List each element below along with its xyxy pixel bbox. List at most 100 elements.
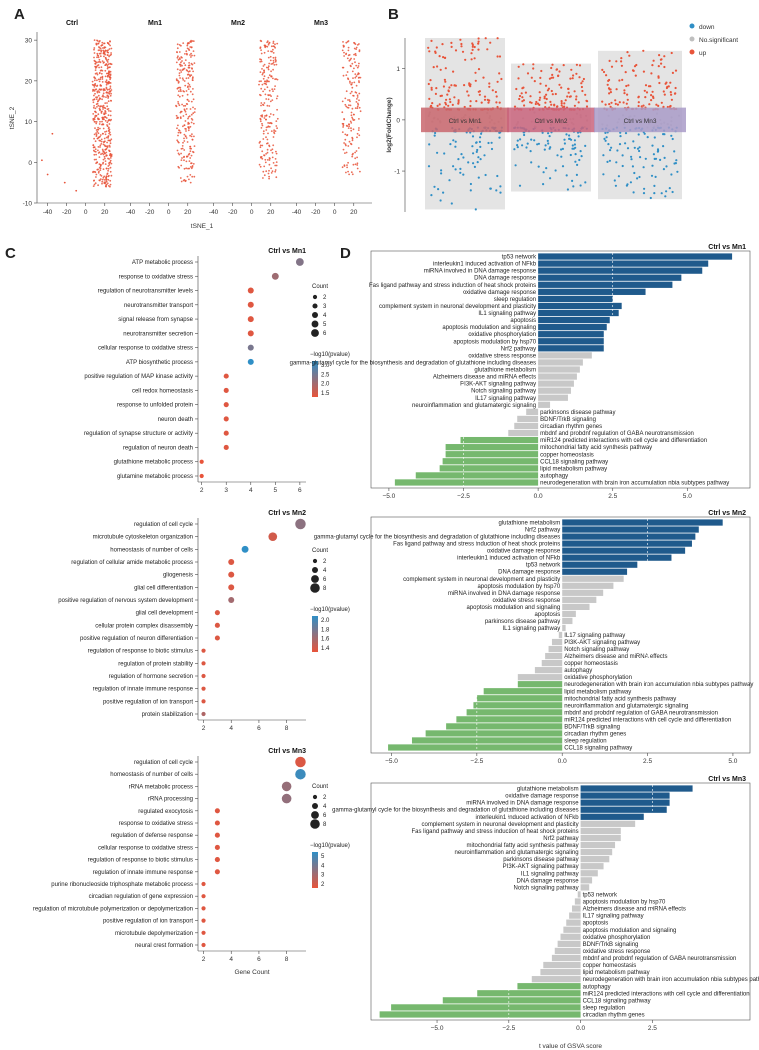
up-point <box>577 101 580 104</box>
cell-point <box>350 114 353 117</box>
cell-point <box>183 124 186 126</box>
cell-point <box>271 148 274 151</box>
down-point <box>572 185 575 188</box>
up-point <box>450 41 453 45</box>
cell-point <box>264 80 266 83</box>
up-point <box>575 95 578 98</box>
down-point <box>660 192 663 195</box>
cell-point <box>357 65 360 67</box>
up-point <box>669 81 672 84</box>
cell-point <box>275 152 278 155</box>
cell-point <box>183 137 185 140</box>
up-point <box>450 45 453 49</box>
down-point <box>676 170 679 173</box>
down-point <box>578 158 581 162</box>
cell-point <box>104 64 107 66</box>
ns-bar <box>580 848 613 856</box>
down-point <box>442 191 445 194</box>
cell-point <box>177 124 179 127</box>
cell-point <box>342 124 345 127</box>
term-dot <box>247 330 254 337</box>
cell-point <box>101 180 104 183</box>
down-point <box>521 144 524 147</box>
term-dot <box>281 781 292 792</box>
cell-point <box>268 125 271 128</box>
cell-point <box>265 114 268 117</box>
term-dot <box>201 661 206 666</box>
up-point <box>651 64 654 67</box>
up-point <box>543 97 546 100</box>
cell-point <box>182 105 185 107</box>
color-legend-label: 2 <box>321 882 325 888</box>
term-label: glutathione metabolic process <box>114 460 193 466</box>
cell-point <box>356 162 359 165</box>
up-point <box>430 88 433 91</box>
cell-point <box>177 141 180 144</box>
cell-point <box>99 109 101 112</box>
cell-point <box>97 56 100 59</box>
term-label: neuroinflammation and glutamatergic sign… <box>564 703 688 709</box>
cell-point <box>274 164 277 167</box>
cell-point <box>108 92 110 94</box>
cell-point <box>191 54 193 57</box>
cell-point <box>188 160 191 163</box>
term-dot <box>247 344 254 351</box>
color-legend-label: 3.0 <box>321 363 330 369</box>
cell-point <box>107 66 109 69</box>
legend-label: down <box>699 24 715 31</box>
cell-point <box>96 161 98 164</box>
up-bar <box>580 799 670 806</box>
cell-point <box>355 75 358 78</box>
up-point <box>562 64 565 67</box>
down-point <box>433 134 436 137</box>
cell-point <box>106 182 109 185</box>
term-label: IL1 signaling pathway <box>502 626 560 632</box>
cell-point <box>102 92 105 95</box>
up-point <box>475 100 478 103</box>
cell-point <box>351 155 354 158</box>
term-label: positive regulation of ion transport <box>103 699 193 705</box>
cell-point <box>266 159 269 161</box>
legend-dot <box>689 49 695 55</box>
cell-point <box>342 74 345 77</box>
down-point <box>530 161 533 164</box>
cell-point <box>108 88 111 91</box>
down-point <box>477 156 480 159</box>
cell-point <box>185 137 188 139</box>
term-label: apoptosis modulation by hsp70 <box>477 584 560 590</box>
up-point <box>439 68 442 71</box>
up-bar <box>538 281 673 288</box>
down-point <box>603 137 606 140</box>
cell-point <box>186 86 189 89</box>
group-label-box <box>507 107 595 133</box>
down-point <box>565 133 568 136</box>
up-point <box>496 55 499 58</box>
up-point <box>618 79 621 82</box>
cell-point <box>103 179 106 181</box>
cell-point <box>101 75 104 78</box>
term-label: mitochondrial fatty acid synthesis pathw… <box>540 445 652 451</box>
cell-point <box>179 86 182 89</box>
term-label: sleep regulation <box>583 1005 625 1011</box>
term-dot <box>223 416 229 422</box>
cell-point <box>99 105 102 107</box>
down-point <box>439 199 442 202</box>
cell-point <box>345 90 348 93</box>
cell-point <box>94 92 96 95</box>
cell-point <box>260 127 263 129</box>
term-label: neurodegeneration with brain iron accumu… <box>564 682 753 688</box>
term-label: apoptosis <box>510 318 536 324</box>
up-point <box>546 89 550 92</box>
cell-point <box>107 178 110 181</box>
cell-point <box>95 153 97 156</box>
cell-point <box>108 154 111 157</box>
cell-point <box>93 47 96 49</box>
cell-point <box>185 108 188 110</box>
term-label: miRNA involved in DNA damage response <box>424 269 537 275</box>
up-point <box>624 71 627 74</box>
cell-point <box>263 44 266 47</box>
cell-point <box>275 125 278 127</box>
cell-point <box>259 118 262 121</box>
cell-point <box>92 118 95 120</box>
cell-point <box>351 107 354 110</box>
